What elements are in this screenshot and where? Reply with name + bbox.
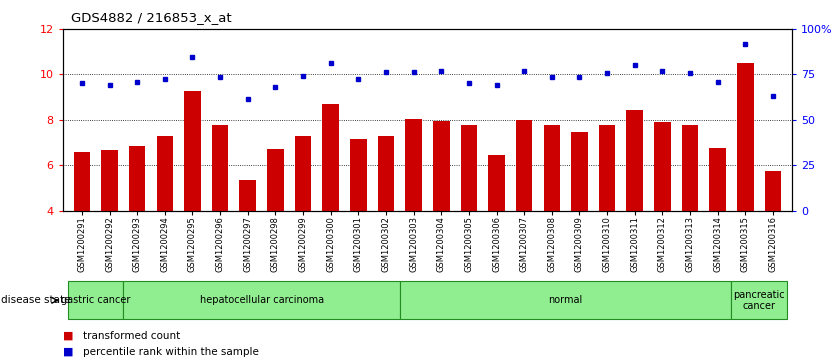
Bar [516, 120, 532, 211]
Bar [123, 281, 399, 319]
Text: percentile rank within the sample: percentile rank within the sample [83, 347, 259, 357]
Bar [101, 150, 118, 211]
Text: normal: normal [549, 295, 583, 305]
Text: GDS4882 / 216853_x_at: GDS4882 / 216853_x_at [71, 11, 232, 24]
Bar [323, 104, 339, 211]
Bar [405, 119, 422, 211]
Bar [294, 136, 311, 211]
Bar [654, 122, 671, 211]
Bar [460, 126, 477, 211]
Bar [681, 126, 698, 211]
Bar [73, 152, 90, 211]
Bar [350, 139, 367, 211]
Bar [599, 126, 615, 211]
Bar [129, 146, 145, 211]
Text: ■: ■ [63, 347, 73, 357]
Bar [544, 126, 560, 211]
Bar [731, 281, 786, 319]
Bar [212, 126, 229, 211]
Text: transformed count: transformed count [83, 331, 181, 341]
Bar [378, 136, 394, 211]
Bar [433, 121, 450, 211]
Bar [157, 136, 173, 211]
Bar [399, 281, 731, 319]
Bar [267, 149, 284, 211]
Bar [571, 132, 588, 211]
Bar [737, 63, 754, 211]
Text: pancreatic
cancer: pancreatic cancer [733, 290, 785, 311]
Bar [765, 171, 781, 211]
Text: ■: ■ [63, 331, 73, 341]
Text: gastric cancer: gastric cancer [61, 295, 130, 305]
Bar [626, 110, 643, 211]
Bar [710, 148, 726, 211]
Bar [488, 155, 505, 211]
Text: disease state: disease state [1, 295, 70, 305]
Text: hepatocellular carcinoma: hepatocellular carcinoma [199, 295, 324, 305]
Bar [68, 281, 123, 319]
Bar [184, 91, 201, 211]
Bar [239, 180, 256, 211]
